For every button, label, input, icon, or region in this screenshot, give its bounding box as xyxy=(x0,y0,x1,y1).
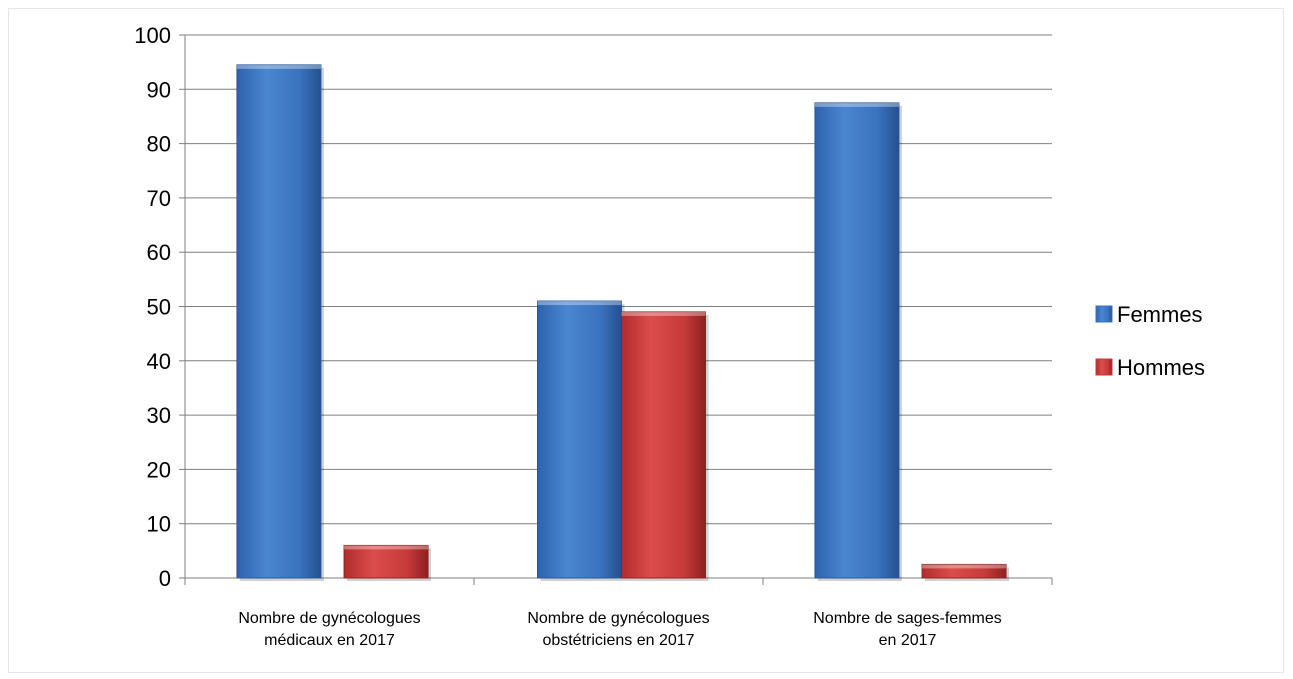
legend: Femmes Hommes xyxy=(1095,302,1205,380)
bar-hommes-2 xyxy=(621,311,706,579)
y-tick-label: 70 xyxy=(147,186,171,211)
legend-label: Femmes xyxy=(1117,302,1203,327)
legend-swatch xyxy=(1095,305,1113,323)
bar-highlight xyxy=(814,102,899,107)
legend-item-hommes: Hommes xyxy=(1095,355,1205,380)
bar-highlight xyxy=(236,64,321,69)
legend-item-femmes: Femmes xyxy=(1095,302,1203,327)
bar-highlight xyxy=(621,311,706,316)
legend-swatch xyxy=(1095,358,1113,376)
x-category-label: médicaux en 2017 xyxy=(264,632,395,649)
x-category-label: Nombre de gynécologues xyxy=(527,610,709,627)
bar-femmes-3 xyxy=(814,102,900,579)
bar-highlight xyxy=(922,564,1007,569)
bar-hommes-1 xyxy=(343,544,429,579)
y-tick-label: 10 xyxy=(147,512,171,537)
y-tick-label: 20 xyxy=(147,457,171,482)
x-category-label: obstétriciens en 2017 xyxy=(542,632,694,649)
bar-hommes-3 xyxy=(921,563,1007,579)
x-category-label: Nombre de sages-femmes xyxy=(813,610,1002,627)
axis-labels: 0 10 20 30 40 50 60 70 80 90 100 Nombre de gynécolo… xyxy=(134,23,1001,649)
y-tick-label: 50 xyxy=(147,295,171,320)
legend-label: Hommes xyxy=(1117,355,1205,380)
bar-highlight xyxy=(537,301,622,306)
y-tick-label: 80 xyxy=(147,132,171,157)
y-tick-label: 40 xyxy=(147,349,171,374)
x-category-label: Nombre de gynécologues xyxy=(238,610,420,627)
bar-femmes-2 xyxy=(537,300,622,579)
bar-highlight xyxy=(344,545,429,550)
y-tick-label: 60 xyxy=(147,240,171,265)
y-tick-label: 0 xyxy=(159,566,171,591)
y-tick-label: 90 xyxy=(147,77,171,102)
bar-femmes-1 xyxy=(236,64,322,579)
gridlines xyxy=(185,34,1052,525)
y-tick-label: 30 xyxy=(147,403,171,428)
x-category-label: en 2017 xyxy=(879,632,937,649)
y-tick-label: 100 xyxy=(134,23,171,48)
bars xyxy=(236,64,1010,582)
